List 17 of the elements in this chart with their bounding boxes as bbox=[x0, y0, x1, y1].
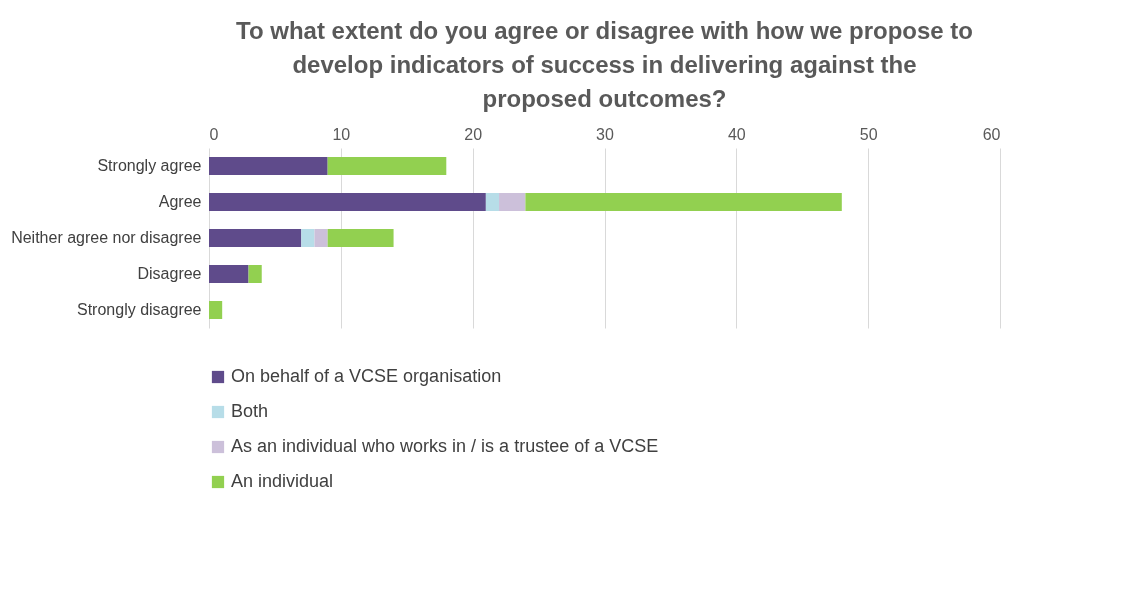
legend-label: On behalf of a VCSE organisation bbox=[231, 366, 502, 386]
legend-label: Both bbox=[231, 401, 269, 421]
y-tick-label: Agree bbox=[158, 193, 202, 210]
y-tick-label: Disagree bbox=[137, 265, 202, 282]
y-tick-label: Strongly agree bbox=[97, 157, 202, 174]
x-tick-label: 50 bbox=[859, 125, 878, 143]
y-tick-label: Neither agree nor disagree bbox=[11, 229, 202, 246]
x-tick-label: 30 bbox=[596, 125, 614, 143]
legend-label: As an individual who works in / is a trustee of a VCSE bbox=[231, 436, 659, 456]
legend-label: An individual bbox=[231, 471, 334, 491]
x-tick-label: 0 bbox=[209, 125, 219, 143]
chart-title: To what extent do you agree or disagree with how we propose to develop indicators of success in delivering against the proposed outcomes? bbox=[236, 17, 973, 112]
y-tick-label: Strongly disagree bbox=[76, 301, 202, 318]
x-tick-label: 10 bbox=[332, 125, 351, 143]
x-tick-label: 60 bbox=[982, 125, 1001, 143]
x-tick-label: 40 bbox=[727, 125, 746, 143]
x-tick-label: 20 bbox=[464, 125, 483, 143]
